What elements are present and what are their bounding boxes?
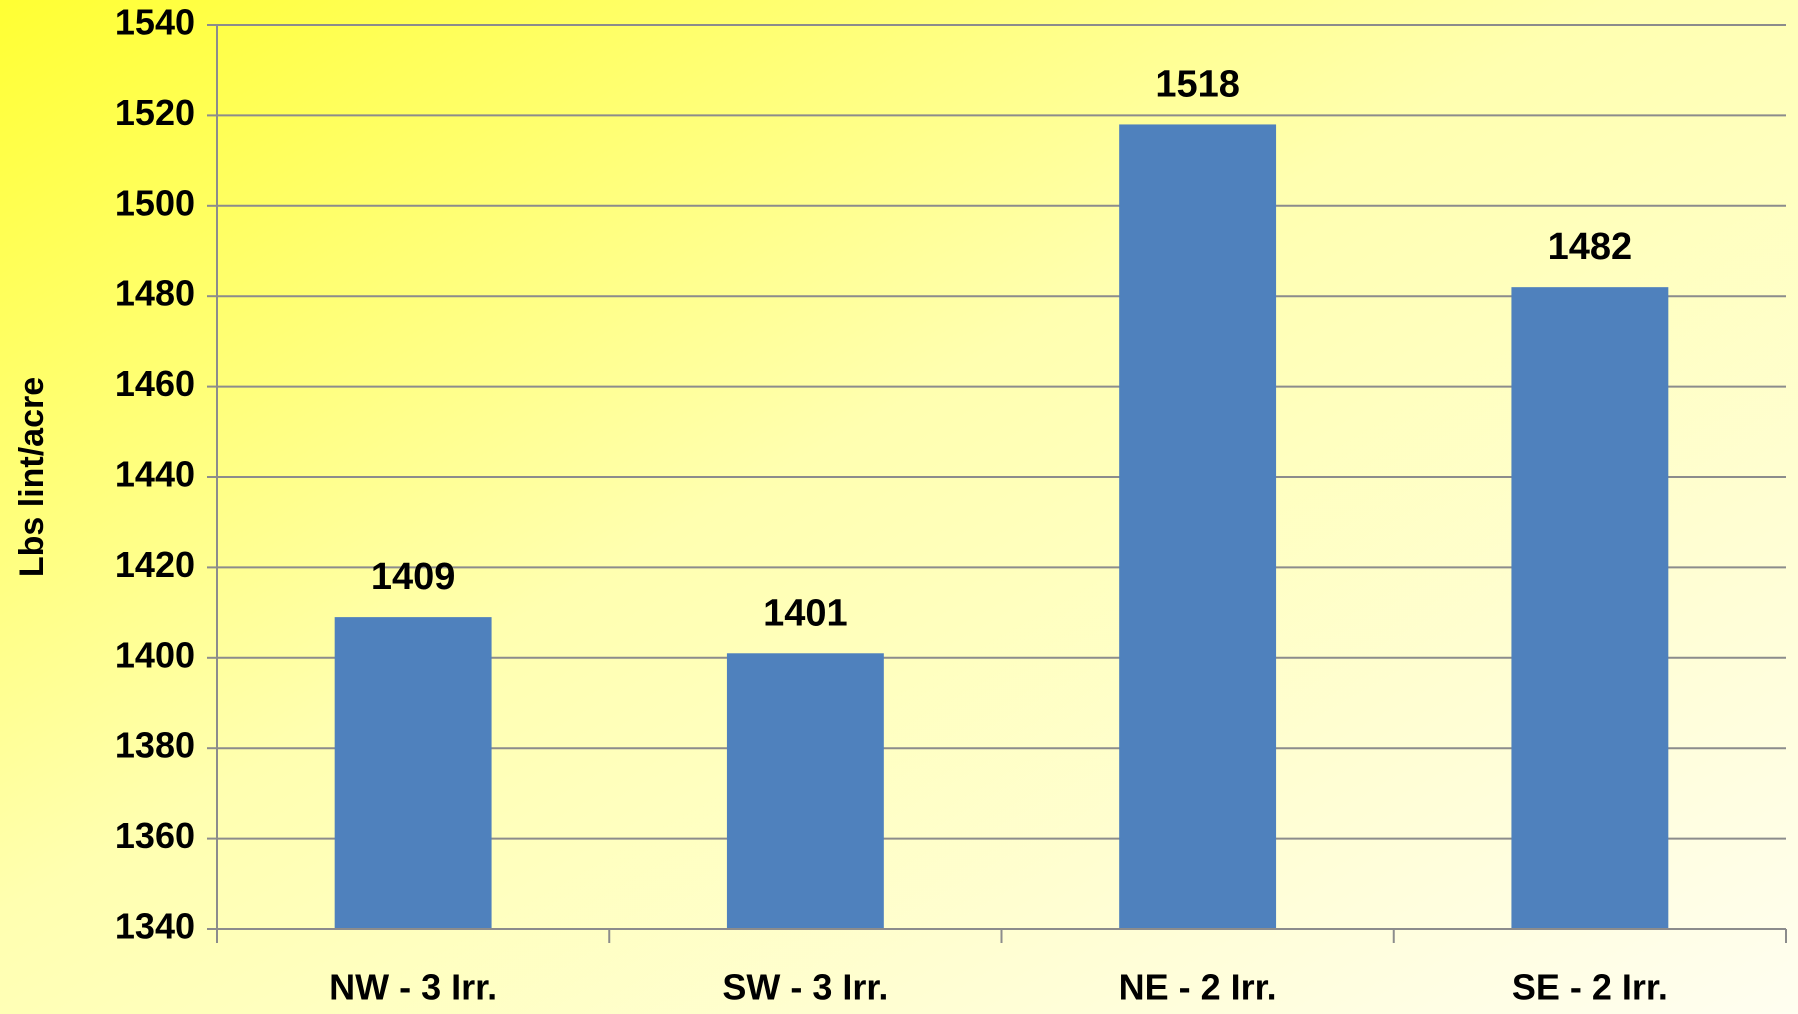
x-tick-label: SE - 2 Irr. xyxy=(1512,967,1668,1008)
y-tick-label: 1380 xyxy=(115,725,195,766)
y-tick-label: 1500 xyxy=(115,182,195,223)
y-tick-label: 1360 xyxy=(115,815,195,856)
bar xyxy=(726,653,884,929)
y-tick-label: 1340 xyxy=(115,906,195,947)
bar xyxy=(1511,287,1669,929)
y-tick-label: 1480 xyxy=(115,273,195,314)
data-label: 1482 xyxy=(1548,226,1633,268)
y-tick-label: 1460 xyxy=(115,363,195,404)
y-tick-label: 1540 xyxy=(115,2,195,43)
x-tick-label: SW - 3 Irr. xyxy=(722,967,888,1008)
y-tick-label: 1440 xyxy=(115,454,195,495)
x-tick-label: NW - 3 Irr. xyxy=(329,967,497,1008)
bar xyxy=(1119,124,1277,929)
y-tick-label: 1420 xyxy=(115,544,195,585)
y-axis-label: Lbs lint/acre xyxy=(13,377,51,577)
data-label: 1401 xyxy=(763,592,848,634)
data-label: 1409 xyxy=(371,556,456,598)
y-tick-label: 1400 xyxy=(115,634,195,675)
x-tick-label: NE - 2 Irr. xyxy=(1119,967,1277,1008)
bar xyxy=(334,617,492,929)
y-tick-label: 1520 xyxy=(115,92,195,133)
data-label: 1518 xyxy=(1155,63,1240,105)
